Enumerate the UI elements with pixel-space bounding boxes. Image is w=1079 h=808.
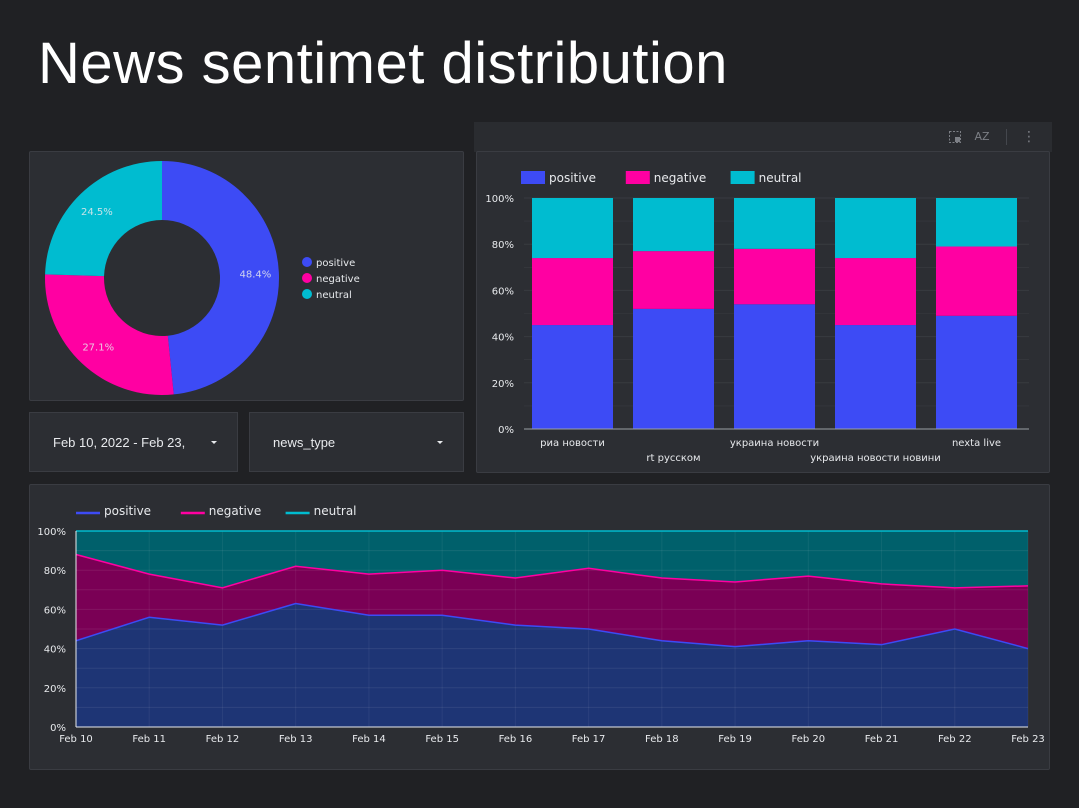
bar-segment-neutral bbox=[835, 198, 916, 259]
select-icon[interactable] bbox=[946, 128, 964, 146]
y-tick-label: 80% bbox=[492, 240, 514, 251]
x-tick-label: Feb 13 bbox=[279, 734, 313, 745]
x-tick-label: Feb 19 bbox=[718, 734, 752, 745]
legend-label-neutral: neutral bbox=[316, 290, 352, 301]
x-tick-label: Feb 20 bbox=[792, 734, 826, 745]
legend-swatch-negative bbox=[625, 171, 650, 184]
legend-swatch-positive bbox=[521, 171, 545, 184]
x-category-label: риа новости bbox=[540, 438, 605, 449]
bar-segment-positive bbox=[936, 315, 1017, 429]
date-range-label: Feb 10, 2022 - Feb 23, bbox=[53, 435, 186, 450]
legend-swatch-negative bbox=[302, 273, 312, 283]
x-tick-label: Feb 22 bbox=[938, 734, 972, 745]
donut-slice-label: 48.4% bbox=[239, 269, 271, 280]
legend-label-negative: negative bbox=[209, 504, 261, 518]
series-line-negative bbox=[75, 553, 1029, 589]
stacked-area-chart: 0% 20% 40% 60% 80% 100% Feb 10 Feb 11 Feb 12 Feb … bbox=[37, 504, 1045, 745]
area-chart-card: 0% 20% 40% 60% 80% 100% Feb 10 Feb 11 Feb 12 Feb … bbox=[29, 484, 1050, 770]
x-category-label: rt русском bbox=[646, 453, 700, 464]
y-tick-label: 100% bbox=[37, 527, 66, 538]
donut-slice-label: 24.5% bbox=[81, 207, 113, 218]
news-type-label: news_type bbox=[273, 435, 336, 450]
x-category-label: украина новости bbox=[730, 438, 819, 449]
legend-label-negative: negative bbox=[654, 171, 706, 185]
x-tick-label: Feb 14 bbox=[352, 734, 386, 745]
legend-swatch-neutral bbox=[302, 289, 312, 299]
y-tick-label: 80% bbox=[44, 566, 66, 577]
donut-slice-positive bbox=[162, 161, 279, 395]
legend-label-positive: positive bbox=[316, 258, 355, 269]
y-tick-label: 60% bbox=[44, 605, 66, 616]
legend-label-negative: negative bbox=[316, 274, 360, 285]
y-tick-label: 40% bbox=[492, 333, 514, 344]
x-tick-label: Feb 11 bbox=[132, 734, 166, 745]
bar-segment-neutral bbox=[734, 198, 815, 249]
bar-segment-negative bbox=[734, 248, 815, 305]
x-tick-label: Feb 18 bbox=[645, 734, 679, 745]
sort-az-icon[interactable]: AZ bbox=[974, 130, 990, 143]
donut-slice-negative bbox=[44, 274, 174, 395]
legend-label-neutral: neutral bbox=[314, 504, 357, 518]
bar-segment-negative bbox=[936, 246, 1017, 316]
x-tick-label: Feb 10 bbox=[59, 734, 93, 745]
donut-chart: 48.4% 27.1% 24.5% positive negative neutral bbox=[44, 161, 360, 395]
toolbar-divider bbox=[1006, 129, 1007, 145]
chart-toolbar: AZ ⋮ bbox=[474, 122, 1052, 152]
x-category-label: украина новости новини bbox=[810, 453, 941, 464]
x-tick-label: Feb 21 bbox=[865, 734, 899, 745]
y-tick-label: 60% bbox=[492, 286, 514, 297]
bar-segment-negative bbox=[633, 251, 714, 309]
x-tick-label: Feb 16 bbox=[499, 734, 533, 745]
y-tick-label: 40% bbox=[44, 645, 66, 656]
page-title: News sentimet distribution bbox=[38, 31, 728, 96]
x-tick-label: Feb 17 bbox=[572, 734, 606, 745]
y-tick-label: 100% bbox=[485, 194, 514, 205]
legend-label-positive: positive bbox=[549, 171, 596, 185]
y-tick-label: 0% bbox=[50, 723, 66, 734]
date-dropdown-caret-icon bbox=[211, 441, 217, 444]
bar-segment-neutral bbox=[936, 198, 1017, 247]
x-category-label: nexta live bbox=[952, 438, 1001, 449]
bar-segment-positive bbox=[734, 304, 815, 429]
bar-segment-positive bbox=[633, 308, 714, 429]
area-fill-positive bbox=[76, 603, 1028, 727]
legend-swatch-neutral bbox=[730, 171, 755, 184]
series-line-positive bbox=[75, 602, 1029, 650]
y-tick-label: 20% bbox=[492, 379, 514, 390]
x-tick-label: Feb 15 bbox=[425, 734, 459, 745]
y-tick-label: 20% bbox=[44, 684, 66, 695]
legend-label-positive: positive bbox=[104, 504, 151, 518]
area-fill-neutral bbox=[76, 531, 1028, 588]
date-range-control[interactable]: Feb 10, 2022 - Feb 23, bbox=[29, 412, 238, 472]
y-tick-label: 0% bbox=[498, 425, 514, 436]
stacked-bar-chart: 0% 20% 40% 60% 80% 100% риа новости rt русском у… bbox=[485, 171, 1029, 464]
news-type-filter[interactable]: news_type bbox=[249, 412, 464, 472]
x-tick-label: Feb 23 bbox=[1011, 734, 1045, 745]
news-type-dropdown-caret-icon bbox=[437, 441, 443, 444]
bar-segment-negative bbox=[835, 258, 916, 326]
bar-segment-neutral bbox=[633, 198, 714, 252]
donut-slice-label: 27.1% bbox=[82, 342, 114, 353]
x-tick-label: Feb 12 bbox=[206, 734, 240, 745]
stacked-bar-chart-card: 0% 20% 40% 60% 80% 100% риа новости rt русском у… bbox=[476, 151, 1050, 473]
legend-swatch-positive bbox=[302, 257, 312, 267]
bar-segment-negative bbox=[532, 258, 613, 326]
more-vert-icon[interactable]: ⋮ bbox=[1022, 129, 1036, 145]
bar-segment-positive bbox=[532, 325, 613, 429]
donut-chart-card: 48.4% 27.1% 24.5% positive negative neutral bbox=[29, 151, 464, 401]
donut-slice-neutral bbox=[45, 161, 162, 277]
legend-label-neutral: neutral bbox=[759, 171, 802, 185]
bar-segment-neutral bbox=[532, 198, 613, 259]
bar-segment-positive bbox=[835, 325, 916, 429]
